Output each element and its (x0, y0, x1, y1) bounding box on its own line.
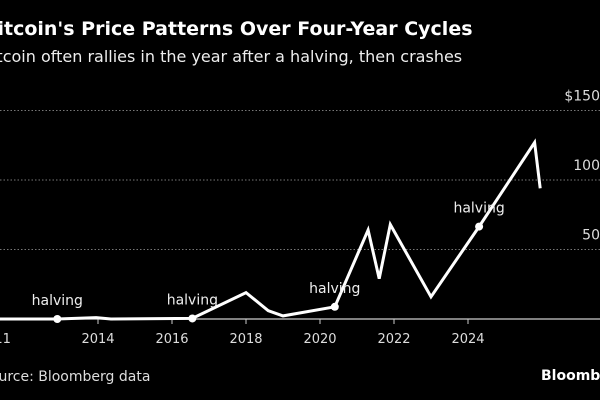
source-note: Source: Bloomberg data (0, 369, 151, 385)
bloomberg-logo: Bloomberg (541, 368, 600, 384)
halving-label: halving (309, 281, 360, 297)
x-tick-label: 2016 (155, 332, 188, 347)
chart-subtitle: Bitcoin often rallies in the year after … (0, 47, 463, 66)
y-tick-label: 50 (582, 228, 600, 244)
x-tick-label: 2020 (303, 332, 336, 347)
y-tick-label: $150 (564, 89, 600, 105)
halving-marker (475, 222, 484, 231)
halving-marker (53, 315, 62, 323)
y-tick-label: 100 (573, 158, 600, 174)
price-line (0, 138, 542, 321)
halving-label: halving (167, 292, 218, 308)
x-tick-label: 2014 (81, 332, 114, 347)
halving-label: halving (32, 293, 83, 309)
halving-marker (188, 314, 197, 323)
halving-label: halving (453, 201, 504, 217)
halving-marker (330, 302, 339, 311)
x-tick-label: 2022 (377, 332, 410, 347)
x-tick-label: 2011 (0, 332, 11, 347)
chart-title: Bitcoin's Price Patterns Over Four-Year … (0, 18, 473, 40)
x-tick-label: 2018 (229, 332, 262, 347)
x-tick-label: 2024 (451, 332, 484, 347)
